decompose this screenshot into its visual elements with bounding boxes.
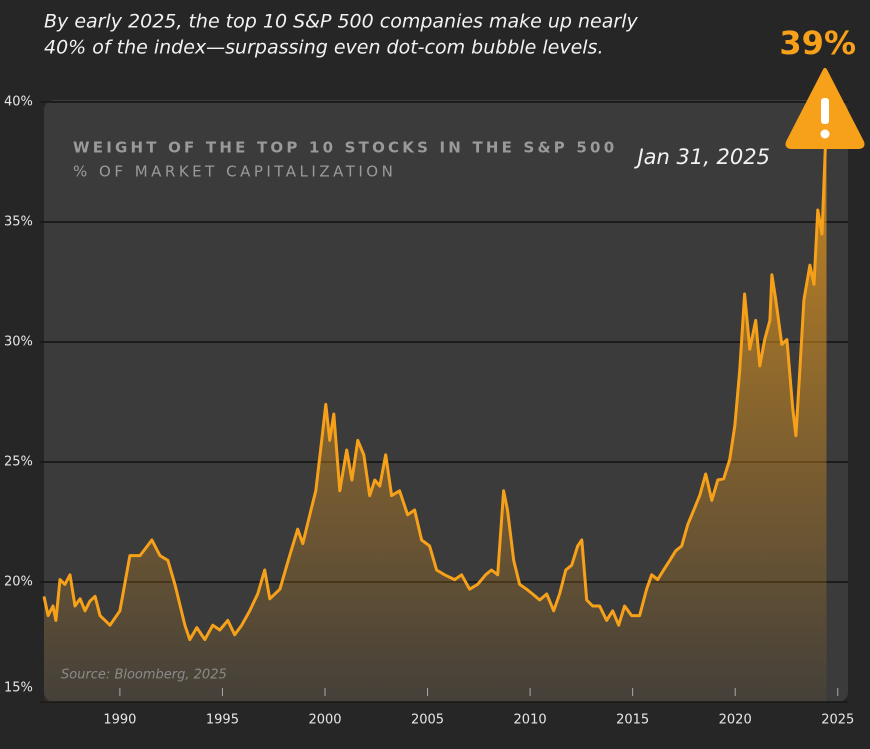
- y-tick-label: 25%: [4, 455, 33, 470]
- y-tick-label: 30%: [4, 335, 33, 350]
- x-tick-label: 2015: [616, 713, 649, 728]
- y-tick-label: 35%: [4, 215, 33, 230]
- x-tick-label: 2010: [514, 713, 547, 728]
- y-tick-label: 20%: [4, 575, 33, 590]
- line: [42, 125, 828, 642]
- plot-panel: [44, 100, 848, 702]
- x-tick-label: 2020: [719, 713, 752, 728]
- y-tick-label: 40%: [4, 95, 33, 110]
- x-tick-label: 2025: [821, 713, 854, 728]
- source-note: Source: Bloomberg, 2025: [61, 668, 227, 683]
- area: [44, 126, 827, 702]
- x-tick-label: 2005: [411, 713, 444, 728]
- x-tick-label: 1990: [103, 713, 136, 728]
- chart-title: WEIGHT OF THE TOP 10 STOCKS IN THE S&P 5…: [73, 139, 617, 157]
- annotation-value: 39%: [779, 24, 856, 62]
- x-tick-label: 1995: [206, 713, 239, 728]
- chart-subtitle: % OF MARKET CAPITALIZATION: [73, 163, 396, 181]
- headline: By early 2025, the top 10 S&P 500 compan…: [44, 11, 638, 33]
- y-tick-label: 15%: [4, 681, 33, 696]
- annotation-date: Jan 31, 2025: [633, 145, 770, 169]
- headline: 40% of the index—surpassing even dot-com…: [44, 37, 604, 59]
- warning-icon: [785, 68, 865, 149]
- x-tick-label: 2000: [308, 713, 341, 728]
